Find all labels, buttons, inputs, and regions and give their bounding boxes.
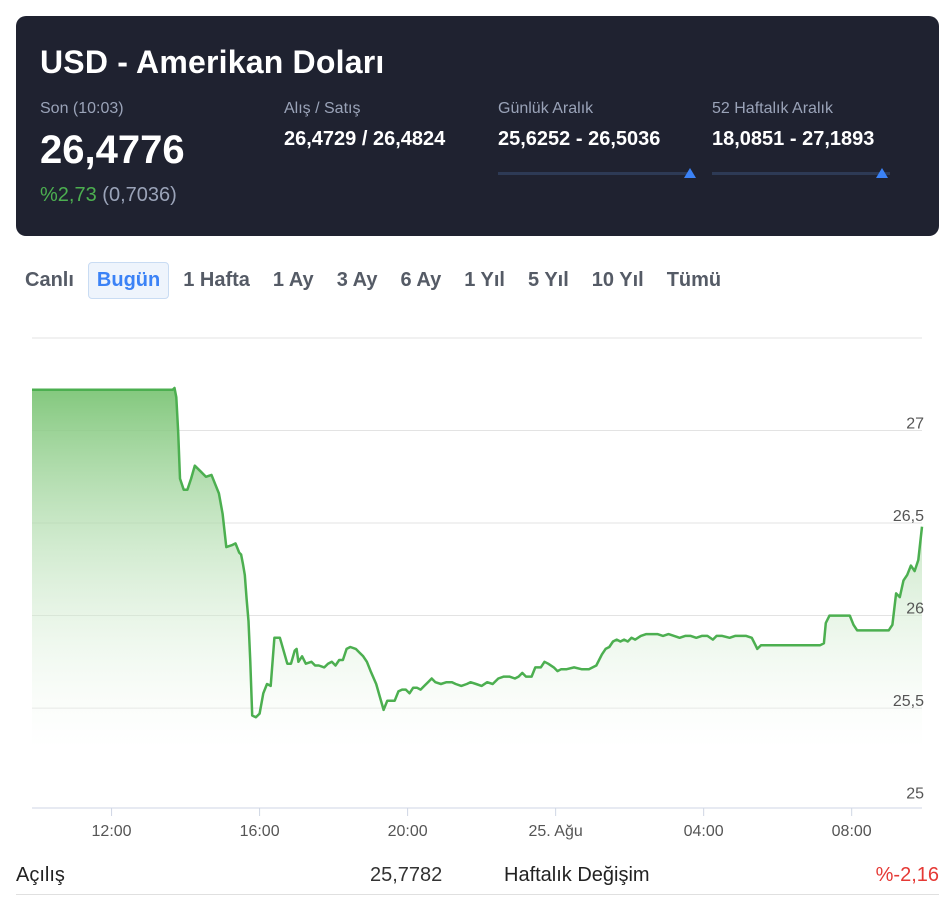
weekly52-range-value: 18,0851 - 27,1893 [712,128,875,150]
divider [16,894,939,895]
weekly52-range-bar [712,172,890,175]
daily-range-label: Günlük Aralık [498,100,594,117]
tab-period[interactable]: 10 Yıl [591,268,644,291]
open-value: 25,7782 [370,864,443,886]
weekly-change-value: %-2,16 [875,864,939,886]
tab-period[interactable]: 1 Hafta [183,268,250,291]
y-tick-label: 26,5 [893,508,924,525]
weekly-change-label: Haftalık Değişim [504,864,650,886]
tab-period[interactable]: 6 Ay [400,268,442,291]
x-tick-label: 08:00 [832,823,872,840]
y-tick-label: 26 [906,601,924,618]
change-absolute: (0,7036) [102,184,177,206]
price-series-line [32,386,924,719]
x-tick-label: 12:00 [92,823,132,840]
daily-range-block: Günlük Aralık 25,6252 - 26,5036 [498,100,660,151]
period-tabs: Canlı Bugün 1 Hafta 1 Ay 3 Ay 6 Ay 1 Yıl 5 Yıl 1… [16,260,735,300]
x-tick-label: 04:00 [684,823,724,840]
currency-title: USD - Amerikan Doları [40,44,385,80]
bid-ask-label: Alış / Satış [284,100,361,117]
weekly52-range-marker-icon [876,168,888,178]
y-tick-label: 25 [906,786,924,803]
change-percent: %2,73 [40,184,97,206]
daily-range-bar [498,172,692,175]
summary-row: Açılış 25,7782 Haftalık Değişim %-2,16 [16,860,939,897]
x-tick-label: 20:00 [388,823,428,840]
daily-range-value: 25,6252 - 26,5036 [498,128,661,150]
y-tick-label: 27 [906,416,924,433]
bid-ask-value: 26,4729 / 26,4824 [284,128,446,150]
tab-period[interactable]: Bugün [87,261,170,299]
quote-header-card: USD - Amerikan Doları Son (10:03) 26,477… [16,16,939,236]
tab-period[interactable]: Tümü [666,268,722,291]
open-label: Açılış [16,864,65,886]
price-area-fill [32,388,922,749]
tab-period[interactable]: 5 Yıl [528,268,569,291]
x-tick-label: 16:00 [240,823,280,840]
weekly52-range-label: 52 Haftalık Aralık [712,100,833,117]
price-change: %2,73 (0,7036) [40,184,177,207]
tab-period[interactable]: 1 Ay [272,268,314,291]
price-chart[interactable]: 25 25,5 26 26,5 27 12:00 16:00 20:00 25. Ağu 04:0… [0,320,947,850]
daily-range-marker-icon [684,168,696,178]
y-tick-label: 25,5 [893,693,924,710]
tab-period[interactable]: Canlı [25,268,74,291]
tab-period[interactable]: 3 Ay [336,268,378,291]
weekly52-range-block: 52 Haftalık Aralık 18,0851 - 27,1893 [712,100,874,151]
tab-period[interactable]: 1 Yıl [464,268,505,291]
bid-ask-block: Alış / Satış 26,4729 / 26,4824 [284,100,445,151]
last-price-label: Son (10:03) [40,100,124,117]
x-tick-label: 25. Ağu [528,823,582,840]
last-price-value: 26,4776 [40,128,185,172]
last-price-block: Son (10:03) [40,100,124,118]
